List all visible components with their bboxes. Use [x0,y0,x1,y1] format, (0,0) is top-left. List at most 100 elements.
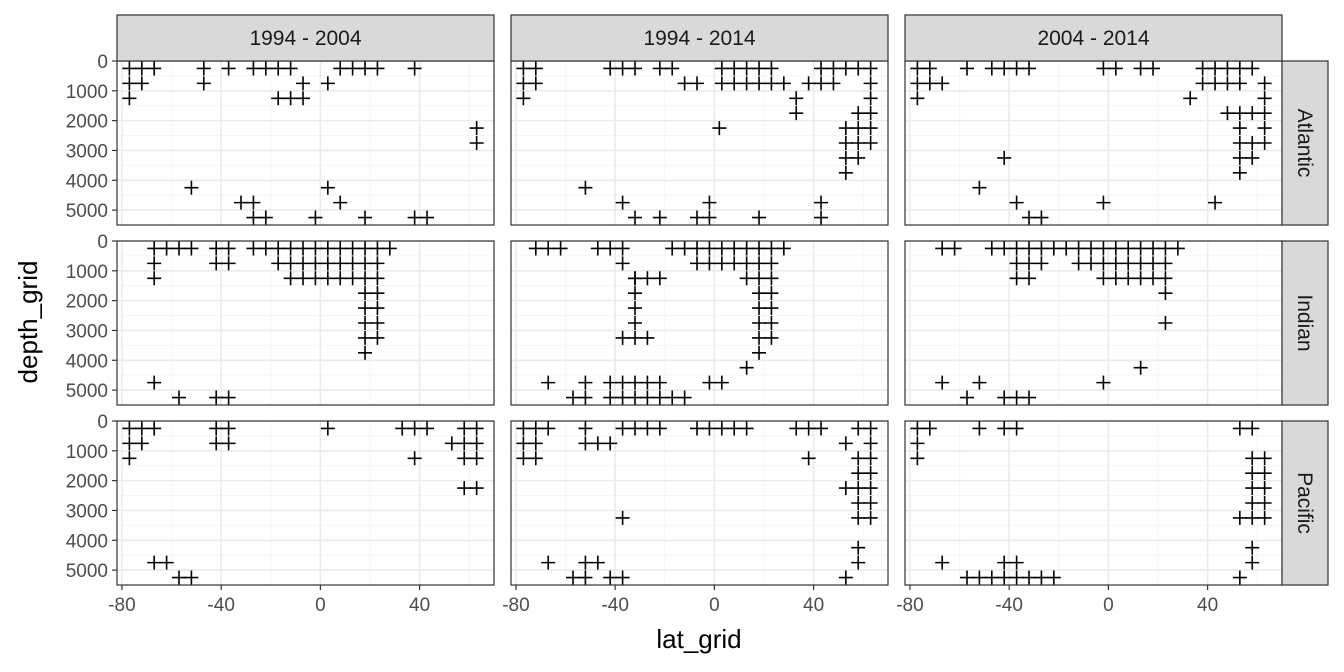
data-point [320,421,335,436]
data-point [469,436,484,451]
data-point [972,180,987,195]
data-point [997,570,1012,585]
data-point [246,61,261,76]
data-point [814,421,829,436]
data-point [628,375,643,390]
data-point [420,421,435,436]
data-point [1158,316,1173,330]
data-point [358,271,373,286]
data-point [209,390,224,405]
data-point [947,241,962,256]
data-point [603,375,618,390]
data-point [184,180,199,195]
data-point [578,421,593,436]
data-point [677,76,692,91]
data-point [615,570,630,585]
y-tick-label: 1000 [66,442,108,463]
data-point [320,180,335,195]
data-point [972,421,987,436]
data-point [603,390,618,405]
data-point [984,61,999,76]
data-point [1133,241,1148,256]
data-point [972,375,987,390]
strip-label: 1994 - 2004 [249,27,361,50]
data-point [358,256,373,271]
data-point [345,241,360,256]
data-point [159,241,174,256]
data-point [910,91,925,106]
data-point [159,555,174,570]
data-point [358,330,373,345]
data-point [1059,241,1074,256]
data-point [997,61,1012,76]
data-point [752,241,767,256]
data-point [752,76,767,91]
y-tick-label: 2000 [66,112,108,133]
data-point [296,76,311,91]
x-tick-label: -40 [995,595,1022,616]
panel-background [511,421,888,585]
data-point [370,61,385,76]
data-point [863,61,878,76]
data-point [234,195,249,210]
data-point [752,271,767,286]
panel-background [905,61,1282,225]
y-tick-label: 3000 [66,141,108,162]
data-point [826,76,841,91]
data-point [1022,210,1037,225]
panel-1994-2004-indian [116,240,495,406]
data-point [147,375,162,390]
data-point [221,436,236,451]
x-tick-label: 0 [315,595,326,616]
panel-border [116,420,495,586]
panel-background [511,241,888,405]
data-point [122,76,137,91]
data-point [1158,241,1173,256]
data-point [838,570,853,585]
data-point [172,241,187,256]
data-point [628,390,643,405]
data-point [469,121,484,136]
panel-border [510,240,889,406]
data-point [420,210,435,225]
data-point [1232,136,1247,150]
data-point [935,555,950,570]
data-point [652,271,667,286]
strip-indian [1281,240,1329,406]
data-point [851,121,866,136]
strip-label: Indian [1293,294,1316,351]
data-point [209,241,224,256]
data-point [665,241,680,256]
data-point [863,451,878,466]
data-point [789,91,804,106]
data-point [851,150,866,165]
data-point [395,421,410,436]
data-point [640,271,655,286]
data-point [1257,76,1272,91]
data-point [1257,91,1272,106]
data-point [1096,195,1111,210]
y-tick-label: 2000 [66,472,108,493]
data-point [283,271,298,286]
panel-background [905,241,1282,405]
data-point [615,375,630,390]
strip-label: Pacific [1293,472,1316,534]
data-point [1034,241,1049,256]
data-point [727,61,742,76]
y-tick-label: 0 [97,52,108,73]
data-point [652,375,667,390]
x-tick-label: -80 [108,595,135,616]
facet-strips: 1994 - 2004 1994 - 2014 2004 - 2014 Atlanti… [116,14,1329,586]
data-point [1009,555,1024,570]
data-point [1121,241,1136,256]
data-point [122,421,137,436]
data-point [1034,570,1049,585]
data-point [838,165,853,180]
data-point [1245,150,1260,165]
data-point [209,436,224,451]
data-point [752,61,767,76]
data-point [283,256,298,271]
data-point [851,136,866,150]
data-point [702,241,717,256]
data-point [333,271,348,286]
